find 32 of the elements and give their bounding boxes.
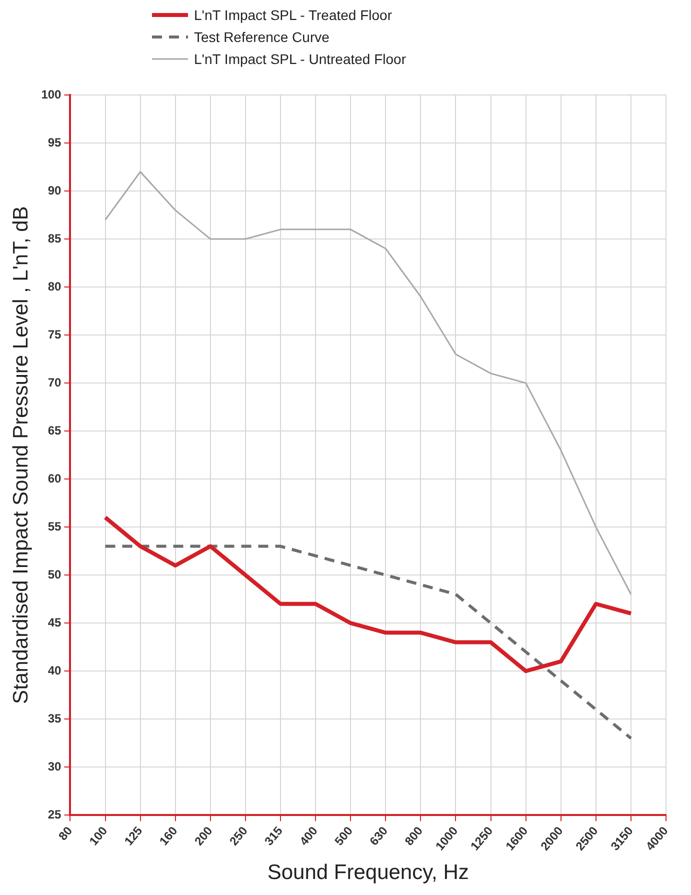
y-tick-label: 100: [41, 87, 62, 102]
x-tick-label: 800: [402, 824, 426, 848]
x-tick-label: 200: [192, 824, 216, 848]
y-tick-label: 85: [48, 231, 62, 246]
y-tick-label: 90: [48, 183, 62, 198]
x-tick-label: 500: [332, 824, 356, 848]
y-tick-label: 30: [48, 759, 62, 774]
y-tick-label: 40: [48, 663, 62, 678]
legend-label: L'nT Impact SPL - Treated Floor: [194, 7, 392, 23]
x-tick-label: 125: [122, 824, 146, 848]
x-axis-title: Sound Frequency, Hz: [267, 861, 469, 884]
legend-label: L'nT Impact SPL - Untreated Floor: [194, 51, 406, 67]
y-tick-label: 65: [48, 423, 62, 438]
x-tick-label: 250: [226, 824, 250, 848]
x-tick-label: 160: [156, 824, 180, 848]
y-tick-label: 25: [48, 807, 62, 822]
y-tick-label: 35: [48, 711, 62, 726]
y-tick-label: 60: [48, 471, 62, 486]
y-tick-label: 95: [48, 135, 62, 150]
y-tick-label: 75: [48, 327, 62, 342]
y-tick-label: 45: [48, 615, 62, 630]
x-tick-label: 315: [262, 824, 286, 848]
y-axis-title: Standardised Impact Sound Pressure Level , L'nT, dB: [9, 206, 32, 704]
y-tick-label: 80: [48, 279, 62, 294]
y-tick-label: 50: [48, 567, 62, 582]
legend-label: Test Reference Curve: [194, 29, 330, 45]
y-tick-label: 55: [48, 519, 62, 534]
y-tick-label: 70: [48, 375, 62, 390]
x-tick-label: 400: [296, 824, 321, 848]
line-series: [104, 544, 632, 740]
x-tick-label: 100: [86, 824, 110, 848]
x-tick-label: 630: [366, 824, 391, 848]
